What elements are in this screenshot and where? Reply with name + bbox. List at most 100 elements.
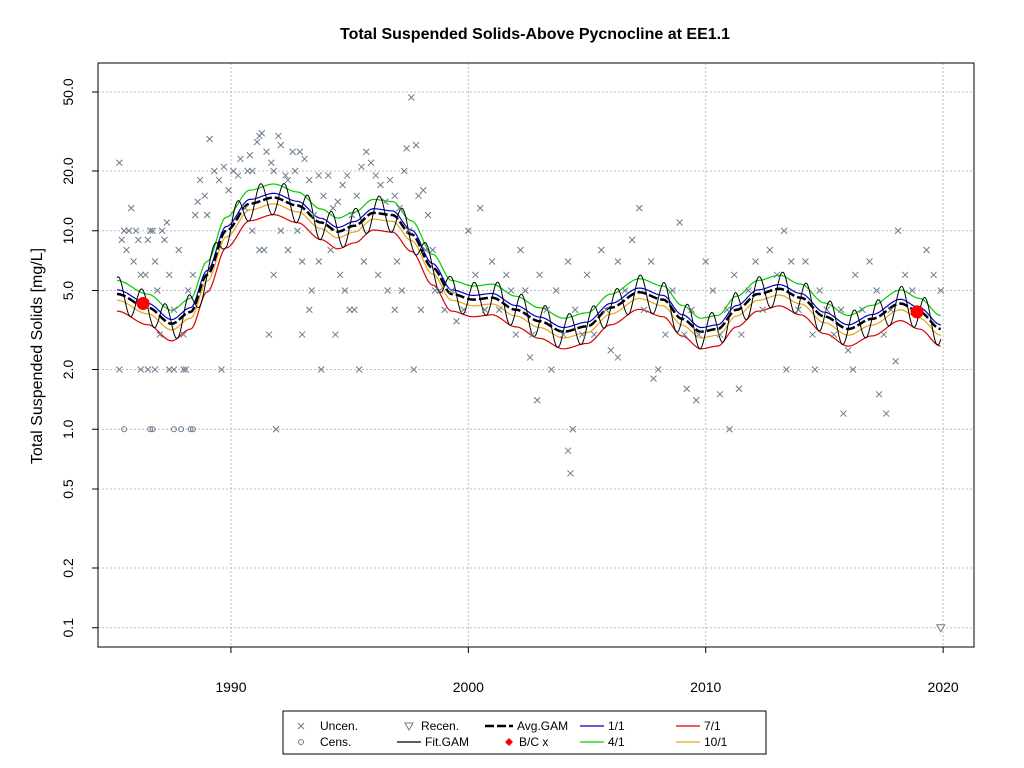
uncensored-point: [346, 306, 353, 314]
uncensored-point: [669, 287, 676, 294]
uncensored-point: [339, 181, 346, 189]
uncensored-point: [745, 287, 752, 294]
uncensored-point: [840, 410, 847, 417]
uncensored-point: [120, 227, 128, 235]
uncensored-point: [144, 236, 152, 244]
axes: 1990 2000 2010 2020 0.1 0.2 0.5 1.0 2.0 5.0 10.0 20…: [60, 78, 959, 695]
uncensored-point: [201, 192, 209, 200]
legend-item: 7/1: [676, 719, 721, 733]
fit-gam-line: [116, 183, 942, 350]
uncensored-point: [683, 385, 691, 393]
uncensored-point: [851, 271, 859, 279]
y-tick-label: 0.1: [60, 618, 76, 638]
uncensored-point: [787, 258, 795, 265]
uncensored-point: [161, 236, 168, 244]
y-tick-label: 0.5: [60, 479, 76, 499]
uncensored-point: [353, 192, 361, 200]
uncensored-point: [543, 306, 551, 314]
uncensored-point: [265, 331, 273, 338]
legend-item: 10/1: [676, 735, 728, 749]
uncensored-point: [194, 198, 202, 206]
legend-label: Fit.GAM: [425, 735, 469, 749]
uncensored-point: [802, 258, 809, 265]
uncensored-point: [218, 366, 225, 373]
uncensored-point: [358, 163, 365, 171]
legend-label: Uncen.: [320, 719, 358, 733]
uncensored-point: [681, 331, 688, 338]
uncensored-point: [809, 331, 816, 338]
uncensored-point: [621, 287, 629, 294]
uncensored-point: [472, 271, 479, 279]
censored-point: [121, 426, 128, 433]
uncensored-point: [759, 306, 767, 314]
uncensored-point: [464, 227, 472, 235]
uncensored-point: [348, 211, 356, 219]
legend: Uncen. Cens. Recen. Fit.GAM Avg.GAM B/C x 1/1 4…: [282, 710, 767, 755]
fit-gam-path: [116, 183, 942, 350]
uncensored-point: [158, 227, 166, 235]
uncensored-point: [237, 155, 244, 163]
legend-label: 10/1: [704, 735, 728, 749]
legend-symbol: [505, 738, 513, 746]
bc-point: [910, 305, 924, 319]
uncensored-point: [502, 271, 510, 279]
chart-title: Total Suspended Solids-Above Pycnocline …: [340, 26, 730, 43]
uncensored-point: [709, 287, 717, 294]
uncensored-point: [118, 236, 126, 244]
uncensored-point: [422, 246, 429, 254]
uncensored-point: [552, 287, 560, 294]
uncensored-point: [377, 181, 384, 189]
uncensored-point: [887, 306, 895, 314]
uncensored-point: [923, 246, 930, 254]
recensored-point: [935, 624, 946, 633]
uncensored-point: [640, 306, 648, 314]
uncensored-point: [735, 385, 743, 393]
uncensored-point: [676, 219, 683, 226]
uncensored-point: [137, 271, 145, 279]
uncensored-point: [182, 366, 190, 373]
y-tick-label: 10.0: [60, 217, 76, 244]
y-tick-label: 0.2: [60, 558, 76, 578]
uncensored-point: [175, 246, 183, 254]
uncensored-point: [823, 306, 831, 314]
y-tick-label: 50.0: [60, 78, 76, 105]
legend-item: Recen.: [404, 719, 459, 733]
uncensored-point: [628, 236, 636, 244]
uncensored-point: [351, 306, 358, 314]
uncensored-point: [320, 192, 327, 200]
uncensored-point: [253, 138, 261, 146]
uncensored-point: [284, 176, 292, 184]
uncensored-point: [737, 331, 745, 338]
y-tick-label: 1.0: [60, 419, 76, 439]
uncensored-point: [702, 258, 710, 265]
avg-gam-line: [116, 196, 941, 333]
uncensored-point: [403, 145, 410, 152]
uncensored-point: [248, 167, 256, 175]
uncensored-point: [517, 246, 524, 254]
uncensored-point: [381, 198, 389, 206]
uncensored-point: [116, 366, 123, 373]
legend-item: Fit.GAM: [397, 735, 469, 749]
uncensored-point: [894, 227, 902, 235]
uncensored-point: [607, 346, 615, 354]
uncensored-point: [324, 172, 332, 179]
uncensored-point: [453, 317, 460, 325]
seasonal-line-7-1: [116, 214, 941, 350]
seasonal-line-1-1: [116, 192, 941, 329]
uncensored-point: [559, 331, 567, 338]
uncensored-point: [578, 331, 586, 338]
uncensored-point: [830, 331, 838, 338]
uncensored-point: [419, 186, 427, 194]
uncensored-point: [880, 331, 888, 338]
data-points: [116, 93, 946, 633]
legend-item: B/C x: [505, 735, 548, 749]
uncensored-point: [837, 306, 845, 314]
uncensored-point: [367, 159, 375, 167]
uncensored-point: [362, 148, 370, 156]
uncensored-point: [512, 331, 520, 338]
censored-point: [170, 426, 177, 433]
uncensored-point: [165, 366, 173, 373]
uncensored-point: [424, 211, 432, 219]
